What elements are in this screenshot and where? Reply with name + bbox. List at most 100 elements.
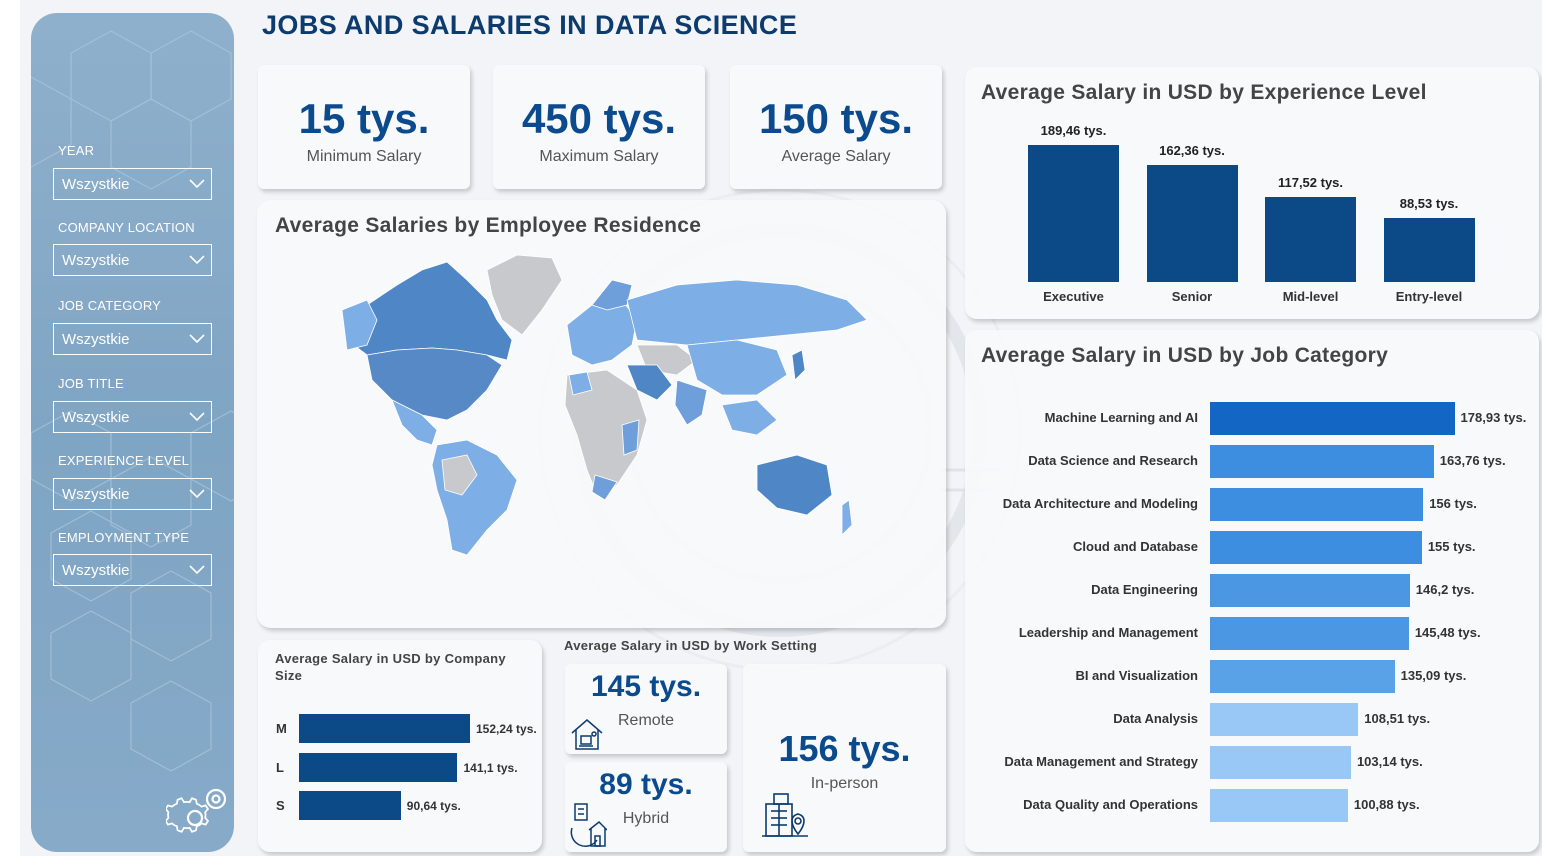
experience-bar-value: 189,46 tys. xyxy=(1040,123,1107,139)
kpi-card-average-salary: 150 tys. Average Salary xyxy=(730,65,942,189)
job-category-label: BI and Visualization xyxy=(1075,668,1198,683)
job-category-bar[interactable] xyxy=(1210,402,1455,435)
experience-bar-category: Mid-level xyxy=(1282,289,1339,304)
map-region-brazil-gray[interactable] xyxy=(441,454,478,496)
map-region-greenland[interactable] xyxy=(486,254,563,336)
map-region-south-america[interactable] xyxy=(431,439,518,556)
map-region-south-africa[interactable] xyxy=(591,474,618,501)
in-person-label: In-person xyxy=(810,775,879,792)
experience-bar[interactable] xyxy=(1383,218,1475,282)
kpi-label: Maximum Salary xyxy=(539,148,659,165)
company-size-bar-value: 141,1 tys. xyxy=(463,760,518,775)
year-dropdown[interactable]: Wszystkie xyxy=(53,168,212,200)
job-category-bar[interactable] xyxy=(1210,703,1359,736)
job-category-bar[interactable] xyxy=(1210,660,1395,693)
year-dropdown-value: Wszystkie xyxy=(62,176,130,193)
job-category-label: Data Quality and Operations xyxy=(1023,797,1198,812)
job-category-bar-value: 155 tys. xyxy=(1427,539,1476,554)
map-region-scandinavia[interactable] xyxy=(591,279,633,311)
map-region-alaska[interactable] xyxy=(341,299,378,351)
company-size-bar[interactable] xyxy=(299,752,458,782)
employment-type-dropdown-value: Wszystkie xyxy=(62,562,130,579)
experience-bar-value: 162,36 tys. xyxy=(1159,142,1225,158)
job-category-bar-value: 145,48 tys. xyxy=(1414,625,1481,640)
job-category-label: Machine Learning and AI xyxy=(1044,410,1198,425)
job-category-bar[interactable] xyxy=(1210,617,1409,650)
gears-icon xyxy=(166,788,227,833)
job-category-label: Data Architecture and Modeling xyxy=(1002,496,1198,511)
map-region-east-africa[interactable] xyxy=(621,419,640,456)
job-category-dropdown-value: Wszystkie xyxy=(62,331,130,348)
map-region-mexico[interactable] xyxy=(391,399,438,446)
job-category-label: Data Analysis xyxy=(1113,711,1198,726)
experience-chart-title: Average Salary in USD by Experience Leve… xyxy=(981,81,1427,104)
map-region-north-africa[interactable] xyxy=(568,371,593,396)
map-region-new-zealand[interactable] xyxy=(841,499,853,536)
company-location-dropdown-value: Wszystkie xyxy=(62,252,130,269)
job-category-card: Average Salary in USD by Job Category Ma… xyxy=(965,330,1539,852)
experience-bar[interactable] xyxy=(1265,197,1356,282)
map-region-india[interactable] xyxy=(674,379,708,426)
job-title-dropdown[interactable]: Wszystkie xyxy=(53,401,212,433)
hybrid-icon xyxy=(570,803,607,847)
job-title-dropdown-value: Wszystkie xyxy=(62,409,130,426)
map-region-middle-east[interactable] xyxy=(626,364,673,401)
filter-label-experience-level: EXPERIENCE LEVEL xyxy=(58,453,190,468)
job-category-bar[interactable] xyxy=(1210,445,1434,478)
map-region-australia[interactable] xyxy=(756,454,833,516)
remote-house-icon xyxy=(571,719,603,750)
kpi-card-maximum-salary: 450 tys. Maximum Salary xyxy=(493,65,705,189)
filter-label-job-title: JOB TITLE xyxy=(58,376,124,391)
job-category-bar-value: 156 tys. xyxy=(1429,496,1477,511)
filter-label-job-category: JOB CATEGORY xyxy=(58,298,162,313)
job-category-bar[interactable] xyxy=(1210,789,1348,822)
remote-label: Remote xyxy=(617,712,675,729)
work-setting-remote-card: 145 tys. Remote xyxy=(565,664,727,754)
map-region-europe[interactable] xyxy=(566,299,638,366)
kpi-value: 450 tys. xyxy=(521,95,677,142)
hybrid-value: 89 tys. xyxy=(599,768,693,801)
job-category-bar[interactable] xyxy=(1210,574,1410,607)
kpi-label: Minimum Salary xyxy=(306,148,422,165)
job-category-bar[interactable] xyxy=(1210,531,1422,564)
kpi-value: 150 tys. xyxy=(758,95,914,142)
map-region-russia[interactable] xyxy=(626,279,868,346)
company-size-label: M xyxy=(276,721,287,736)
job-category-label: Cloud and Database xyxy=(1073,539,1198,554)
job-category-bar-value: 163,76 tys. xyxy=(1439,453,1506,468)
experience-bar-value: 88,53 tys. xyxy=(1399,196,1459,212)
company-size-bar-value: 90,64 tys. xyxy=(406,799,461,813)
map-region-china[interactable] xyxy=(686,339,788,396)
company-size-bar[interactable] xyxy=(299,714,470,743)
chevron-down-icon xyxy=(189,412,205,422)
hexagon-pattern xyxy=(31,30,234,772)
job-category-bar-value: 108,51 tys. xyxy=(1364,711,1431,726)
job-category-bar[interactable] xyxy=(1210,746,1351,779)
experience-bar[interactable] xyxy=(1146,164,1238,282)
world-map[interactable] xyxy=(337,250,877,570)
company-location-dropdown[interactable]: Wszystkie xyxy=(53,244,212,276)
map-region-africa[interactable] xyxy=(564,369,648,496)
experience-level-card: Average Salary in USD by Experience Leve… xyxy=(965,67,1539,319)
filter-sidebar: YEAR Wszystkie COMPANY LOCATION Wszystki… xyxy=(31,13,234,852)
job-category-dropdown[interactable]: Wszystkie xyxy=(53,323,212,355)
job-category-bar-value: 178,93 tys. xyxy=(1460,410,1527,425)
company-size-label: S xyxy=(276,798,285,813)
office-building-icon xyxy=(762,793,808,837)
map-region-japan[interactable] xyxy=(791,349,806,381)
job-category-bar[interactable] xyxy=(1210,488,1424,521)
experience-bar-category: Senior xyxy=(1171,289,1213,304)
job-category-label: Data Engineering xyxy=(1091,582,1198,597)
kpi-label: Average Salary xyxy=(781,148,891,165)
experience-level-dropdown[interactable]: Wszystkie xyxy=(53,478,212,510)
left-margin xyxy=(0,0,20,856)
experience-bar[interactable] xyxy=(1028,145,1119,282)
company-size-chart-title: Average Salary in USD by Company Size xyxy=(275,651,506,683)
employment-type-dropdown[interactable]: Wszystkie xyxy=(53,554,212,586)
map-region-southeast-asia[interactable] xyxy=(721,399,778,436)
hybrid-label: Hybrid xyxy=(622,810,670,827)
company-size-bar[interactable] xyxy=(299,791,401,820)
map-card: Average Salaries by Employee Residence xyxy=(257,200,946,628)
map-region-usa[interactable] xyxy=(366,347,503,421)
experience-level-dropdown-value: Wszystkie xyxy=(62,486,130,503)
